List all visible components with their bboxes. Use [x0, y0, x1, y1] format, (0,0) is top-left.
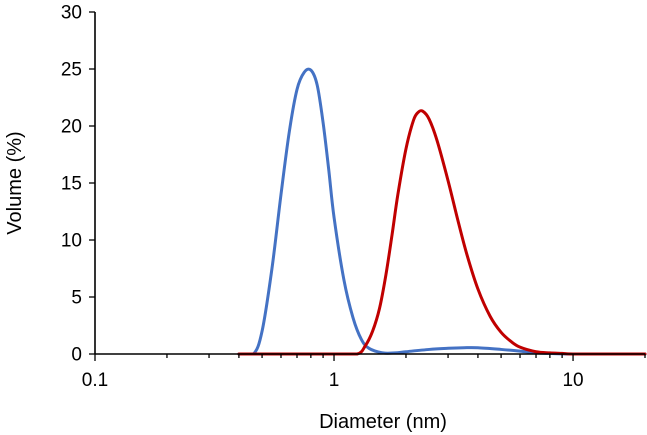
series-line-2 [237, 109, 647, 356]
series-layer [237, 67, 647, 356]
labels-layer: 0 5 10 15 20 25 30 0.1 1 10 Diameter (nm) Volume (%… [4, 3, 584, 434]
y-tick-label: 5 [71, 288, 82, 309]
y-tick-label: 10 [61, 231, 82, 252]
y-tick-label: 15 [61, 174, 82, 195]
y-tick-label: 20 [61, 117, 82, 138]
x-tick-label: 10 [562, 370, 583, 391]
series-line-1 [237, 67, 647, 356]
y-tick-label: 30 [61, 3, 82, 24]
x-axis-title: Diameter (nm) [319, 411, 447, 433]
y-tick-label: 0 [71, 345, 82, 366]
y-axis-title: Volume (%) [4, 131, 26, 234]
axes-layer [89, 11, 646, 361]
x-tick-label: 1 [329, 370, 340, 391]
x-tick-label: 0.1 [82, 370, 108, 391]
y-tick-label: 25 [61, 60, 82, 81]
